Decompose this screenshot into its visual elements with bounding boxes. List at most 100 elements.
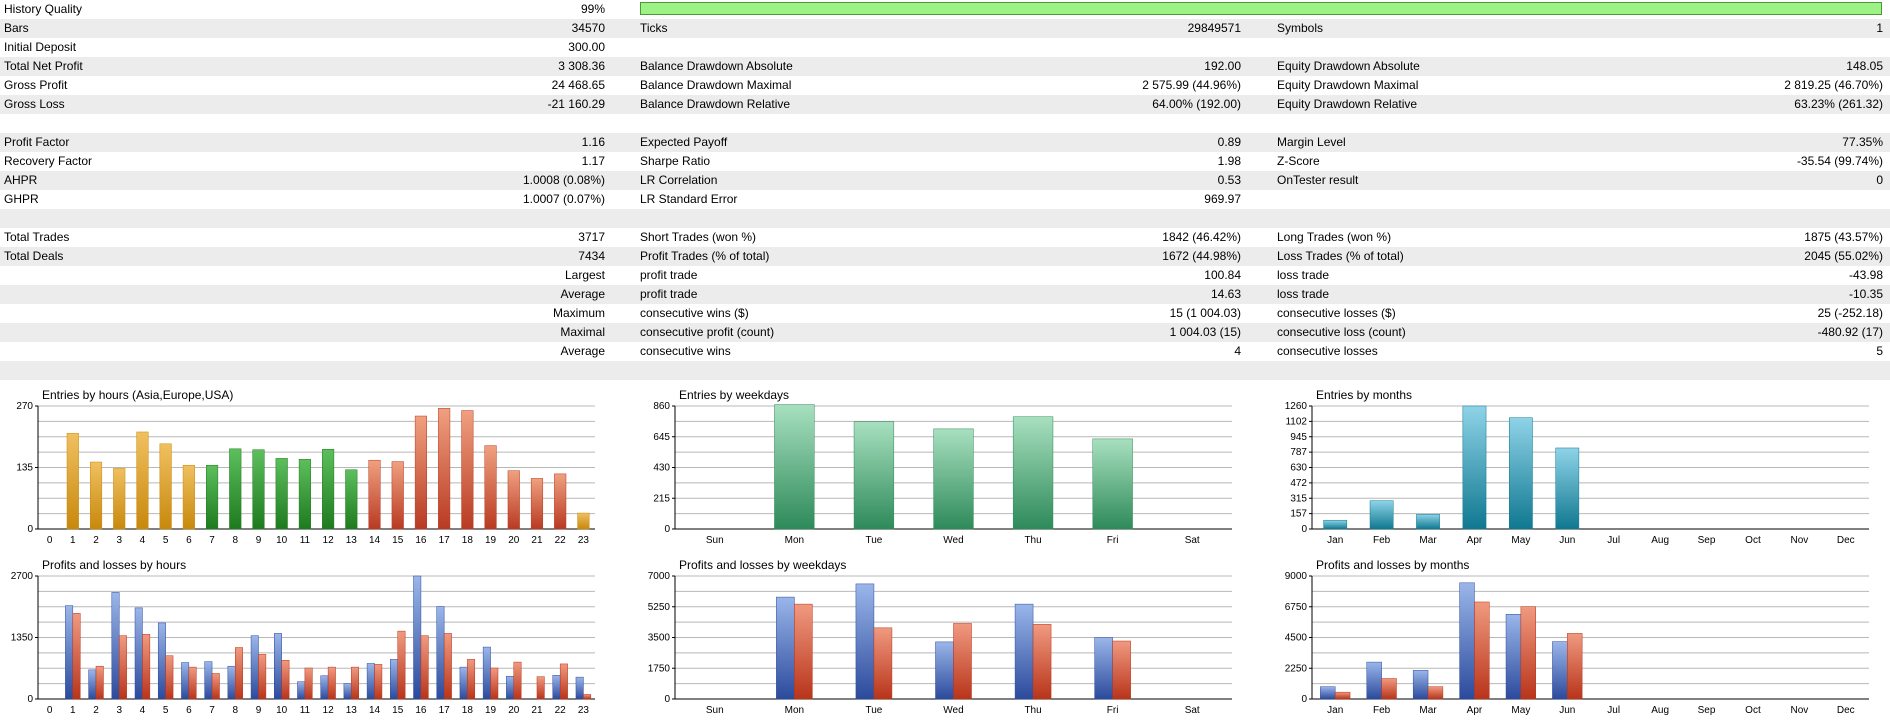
stat-label: Expected Payoff — [640, 135, 728, 149]
y-tick-label: 945 — [1290, 432, 1307, 443]
bar-losses — [536, 676, 545, 700]
x-tick-label: Jan — [1327, 535, 1343, 546]
bar — [298, 459, 311, 530]
stats-row: Largest profit trade 100.84 loss trade -43.9… — [0, 266, 1890, 285]
bar — [159, 443, 172, 530]
bar-losses — [281, 660, 290, 700]
stat-value: -480.92 (17) — [1817, 325, 1883, 339]
x-tick-label: Fri — [1107, 705, 1119, 716]
bar-profits — [1014, 603, 1034, 700]
x-tick-label: Jun — [1559, 535, 1575, 546]
x-tick-label: 15 — [392, 535, 404, 546]
stat-value: 0 — [1876, 173, 1883, 187]
stat-value: -43.98 — [1848, 268, 1883, 282]
y-tick-label: 4500 — [1285, 633, 1308, 644]
x-tick-label: Nov — [1790, 705, 1808, 716]
bar-losses — [873, 627, 893, 700]
stat-label — [4, 114, 399, 133]
entries-by-months-chart: 0 157 315 472 630 787 945 1102 1260 Jan Feb Mar Apr M… — [1285, 401, 1869, 546]
x-tick-label: 17 — [439, 535, 451, 546]
stats-row: Maximum consecutive wins ($) 15 (1 004.03)… — [0, 304, 1890, 323]
stat-value: Maximal — [560, 325, 605, 339]
bar — [345, 469, 358, 530]
x-tick-label: Jan — [1327, 705, 1343, 716]
bar — [461, 410, 474, 530]
entries-by-hours-panel: Entries by hours (Asia,Europe,USA) 0 135 2… — [0, 388, 600, 558]
stat-label: consecutive profit (count) — [640, 325, 775, 339]
y-tick-label: 430 — [653, 463, 670, 474]
bar-losses — [258, 654, 267, 700]
x-tick-label: Mon — [785, 705, 804, 716]
stat-label: Ticks — [640, 21, 668, 35]
bar — [136, 431, 149, 530]
bar — [484, 445, 497, 530]
x-tick-label: Mar — [1419, 535, 1437, 546]
bar — [252, 449, 265, 530]
stat-value: 3717 — [578, 230, 605, 244]
bar-losses — [1381, 678, 1397, 700]
stat-label: Margin Level — [1277, 135, 1346, 149]
bar-losses — [1334, 691, 1351, 700]
stat-label: consecutive wins ($) — [640, 306, 749, 320]
profits-losses-by-months-panel: Profits and losses by months 0 2250 4500 67… — [1274, 558, 1874, 728]
chart-title: Profits and losses by weekdays — [679, 558, 847, 572]
x-tick-label: 10 — [276, 535, 288, 546]
y-tick-label: 1102 — [1285, 416, 1307, 427]
stat-label: Total Deals — [4, 249, 64, 263]
x-tick-label: Sun — [706, 535, 724, 546]
stat-value: 1672 (44.98%) — [1162, 249, 1241, 263]
x-tick-label: 15 — [392, 705, 404, 716]
y-tick-label: 1750 — [648, 663, 671, 674]
stat-label — [1277, 114, 1637, 133]
y-tick-label: 1350 — [11, 633, 34, 644]
x-tick-label: 4 — [140, 535, 146, 546]
bar-profits — [204, 661, 213, 700]
x-tick-label: 16 — [415, 535, 427, 546]
stat-value — [400, 114, 605, 133]
bar-profits — [390, 659, 398, 700]
x-tick-label: 7 — [209, 535, 215, 546]
x-tick-label: Wed — [943, 535, 963, 546]
stats-row: Gross Profit 24 468.65 Balance Drawdown Ma… — [0, 76, 1890, 95]
stat-label: Equity Drawdown Absolute — [1277, 59, 1420, 73]
bar-profits — [413, 575, 422, 700]
stat-value — [400, 361, 605, 380]
y-tick-label: 157 — [1290, 509, 1307, 520]
bar-losses — [467, 659, 476, 700]
x-tick-label: Feb — [1373, 535, 1391, 546]
x-tick-label: Oct — [1745, 535, 1761, 546]
bar — [853, 421, 895, 530]
stat-value: 1 — [1876, 21, 1883, 35]
x-tick-label: 9 — [256, 705, 262, 716]
bar-profits — [459, 666, 468, 700]
x-tick-label: Dec — [1837, 705, 1855, 716]
stat-value: 64.00% (192.00) — [1152, 97, 1241, 111]
bar-losses — [1112, 640, 1131, 700]
bar — [322, 449, 335, 530]
stat-value: 63.23% (261.32) — [1794, 97, 1883, 111]
stat-value — [1640, 38, 1883, 57]
x-tick-label: Apr — [1467, 705, 1483, 716]
stats-row: Gross Loss -21 160.29 Balance Drawdown Rel… — [0, 95, 1890, 114]
stat-label — [1277, 361, 1637, 380]
stats-row: GHPR 1.0007 (0.07%) LR Standard Error 969.9… — [0, 190, 1890, 209]
stat-value: 1.17 — [581, 154, 605, 168]
bar-losses — [1474, 601, 1490, 700]
bar-profits — [855, 583, 875, 700]
stats-row: Average consecutive wins 4 consecutive loss… — [0, 342, 1890, 361]
bar-losses — [95, 665, 104, 700]
stats-row — [0, 114, 1890, 133]
history-quality-bar — [640, 2, 1882, 15]
stats-row: Initial Deposit 300.00 — [0, 38, 1890, 57]
bar-losses — [165, 655, 174, 700]
stat-value: 1 004.03 (15) — [1169, 325, 1241, 339]
stat-label: LR Correlation — [640, 173, 718, 187]
x-tick-label: 13 — [346, 705, 358, 716]
bar-losses — [583, 694, 592, 700]
x-tick-label: 12 — [323, 705, 335, 716]
y-tick-label: 270 — [16, 401, 33, 412]
stat-label: consecutive loss (count) — [1277, 325, 1406, 339]
x-tick-label: May — [1511, 705, 1530, 716]
bar-profits — [181, 662, 190, 700]
y-tick-label: 645 — [653, 432, 670, 443]
